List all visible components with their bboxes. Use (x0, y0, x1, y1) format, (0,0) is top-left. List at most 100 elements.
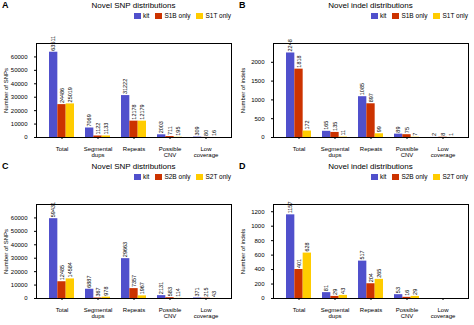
svg-text:81: 81 (323, 285, 329, 291)
svg-text:Lowcoverage: Lowcoverage (194, 146, 219, 158)
svg-text:14584: 14584 (67, 262, 73, 277)
svg-text:215: 215 (203, 288, 209, 297)
svg-text:Segmentaldups: Segmentaldups (321, 307, 350, 319)
svg-text:7357: 7357 (131, 275, 137, 287)
svg-text:Total: Total (293, 307, 306, 313)
svg-text:1122: 1122 (95, 123, 101, 135)
svg-text:12178: 12178 (131, 104, 137, 119)
svg-text:2248: 2248 (287, 39, 293, 51)
svg-text:1157: 1157 (287, 202, 293, 214)
svg-text:Segmentaldups: Segmentaldups (321, 146, 350, 158)
svg-text:7069: 7069 (86, 114, 92, 126)
svg-text:135: 135 (332, 122, 338, 131)
svg-text:165: 165 (323, 121, 329, 130)
svg-text:195: 195 (175, 127, 181, 136)
svg-text:1500: 1500 (251, 78, 265, 84)
svg-text:PossibleCNV: PossibleCNV (159, 307, 182, 319)
svg-text:1133: 1133 (103, 123, 109, 135)
svg-text:Total: Total (56, 146, 69, 152)
svg-text:24486: 24486 (59, 88, 65, 103)
svg-text:265: 265 (376, 269, 382, 278)
svg-text:Number of SNPs: Number of SNPs (3, 68, 9, 113)
svg-text:401: 401 (296, 259, 302, 268)
svg-text:30000: 30000 (11, 255, 28, 261)
svg-text:29663: 29663 (122, 242, 128, 257)
svg-text:25019: 25019 (67, 87, 73, 102)
svg-text:400: 400 (254, 266, 265, 272)
svg-text:10000: 10000 (11, 121, 28, 127)
svg-text:0: 0 (24, 295, 28, 301)
svg-text:1000: 1000 (251, 223, 265, 229)
svg-text:Total: Total (56, 307, 69, 313)
svg-text:8: 8 (440, 133, 446, 136)
svg-text:99: 99 (376, 126, 382, 132)
svg-text:978: 978 (103, 286, 109, 295)
svg-text:583: 583 (167, 287, 173, 296)
svg-text:16: 16 (211, 130, 217, 136)
svg-text:0: 0 (261, 295, 265, 301)
svg-text:60000: 60000 (11, 54, 28, 60)
svg-text:PossibleCNV: PossibleCNV (396, 307, 419, 319)
svg-text:43: 43 (211, 291, 217, 297)
svg-text:12485: 12485 (59, 265, 65, 280)
svg-text:172: 172 (304, 120, 310, 129)
svg-text:2000: 2000 (251, 59, 265, 65)
svg-text:80: 80 (203, 130, 209, 136)
svg-text:2003: 2003 (158, 121, 164, 133)
svg-text:50000: 50000 (11, 67, 28, 73)
svg-text:1: 1 (448, 133, 454, 136)
svg-text:PossibleCNV: PossibleCNV (159, 146, 182, 158)
svg-text:12179: 12179 (139, 104, 145, 119)
svg-text:517: 517 (359, 250, 365, 259)
svg-text:30000: 30000 (11, 94, 28, 100)
svg-text:800: 800 (254, 238, 265, 244)
svg-text:1967: 1967 (139, 282, 145, 294)
svg-text:114: 114 (175, 288, 181, 297)
svg-text:200: 200 (254, 281, 265, 287)
svg-text:2: 2 (431, 133, 437, 136)
svg-text:50000: 50000 (11, 228, 28, 234)
svg-text:Lowcoverage: Lowcoverage (431, 146, 456, 158)
svg-text:371: 371 (194, 287, 200, 296)
svg-text:600: 600 (254, 252, 265, 258)
svg-text:Lowcoverage: Lowcoverage (194, 307, 219, 319)
svg-text:29: 29 (412, 289, 418, 295)
svg-text:43: 43 (340, 288, 346, 294)
svg-text:20000: 20000 (11, 108, 28, 114)
svg-text:1200: 1200 (251, 209, 265, 215)
svg-text:7: 7 (412, 133, 418, 136)
svg-text:20000: 20000 (11, 269, 28, 275)
svg-text:309: 309 (194, 126, 200, 135)
svg-text:204: 204 (368, 273, 374, 282)
svg-text:2131: 2131 (158, 282, 164, 294)
svg-text:Repeats: Repeats (360, 146, 382, 152)
svg-text:40000: 40000 (11, 242, 28, 248)
svg-text:16: 16 (404, 290, 410, 296)
svg-text:PossibleCNV: PossibleCNV (396, 146, 419, 158)
svg-text:60000: 60000 (11, 215, 28, 221)
svg-text:Repeats: Repeats (123, 146, 145, 152)
svg-text:89: 89 (395, 127, 401, 133)
svg-text:897: 897 (368, 93, 374, 102)
svg-text:10000: 10000 (11, 282, 28, 288)
svg-text:Lowcoverage: Lowcoverage (431, 307, 456, 319)
svg-text:500: 500 (254, 116, 265, 122)
svg-text:Repeats: Repeats (123, 307, 145, 313)
svg-text:29: 29 (332, 289, 338, 295)
svg-text:75: 75 (404, 127, 410, 133)
svg-text:0: 0 (261, 134, 265, 140)
svg-text:11: 11 (340, 130, 346, 136)
svg-text:0: 0 (24, 134, 28, 140)
svg-text:711: 711 (167, 126, 173, 135)
svg-text:53: 53 (395, 287, 401, 293)
svg-text:Segmentaldups: Segmentaldups (84, 146, 113, 158)
svg-text:1085: 1085 (359, 83, 365, 95)
svg-text:40000: 40000 (11, 81, 28, 87)
svg-text:628: 628 (304, 242, 310, 251)
svg-text:Segmentaldups: Segmentaldups (84, 307, 113, 319)
svg-text:1000: 1000 (251, 97, 265, 103)
svg-text:Repeats: Repeats (360, 307, 382, 313)
svg-text:Number of indels: Number of indels (240, 229, 246, 274)
svg-text:31222: 31222 (122, 79, 128, 94)
svg-text:Number of indels: Number of indels (240, 68, 246, 113)
